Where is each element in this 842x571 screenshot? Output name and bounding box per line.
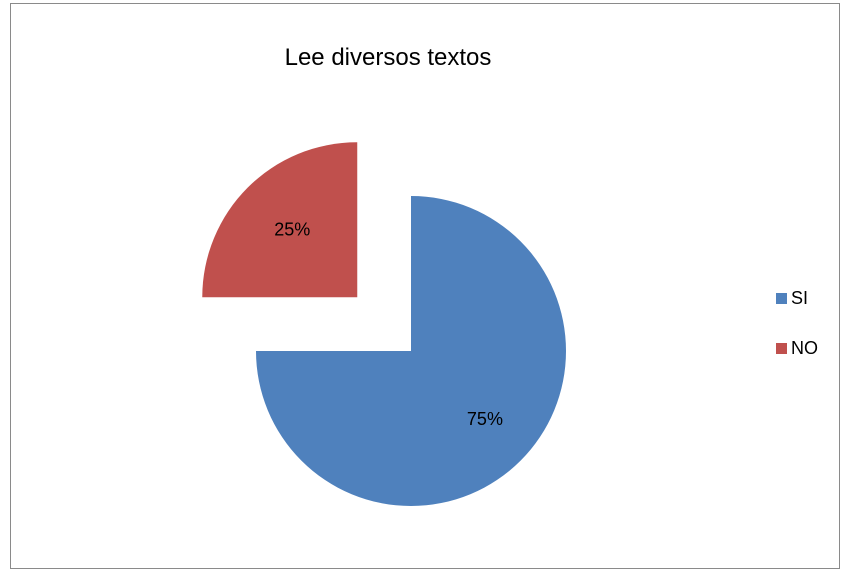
data-label-si: 75% [467, 409, 503, 429]
legend-item-no: NO [776, 338, 818, 358]
chart-legend: SI NO [776, 288, 818, 388]
legend-label-no: NO [791, 337, 818, 358]
data-label-no: 25% [274, 219, 310, 239]
chart-title: Lee diversos textos [284, 44, 492, 71]
legend-swatch-no [776, 342, 787, 354]
legend-item-si: SI [776, 288, 818, 308]
pie-slice-si [256, 196, 566, 506]
legend-swatch-si [776, 292, 787, 304]
pie-slice-no [202, 142, 358, 298]
legend-label-si: SI [791, 287, 809, 308]
